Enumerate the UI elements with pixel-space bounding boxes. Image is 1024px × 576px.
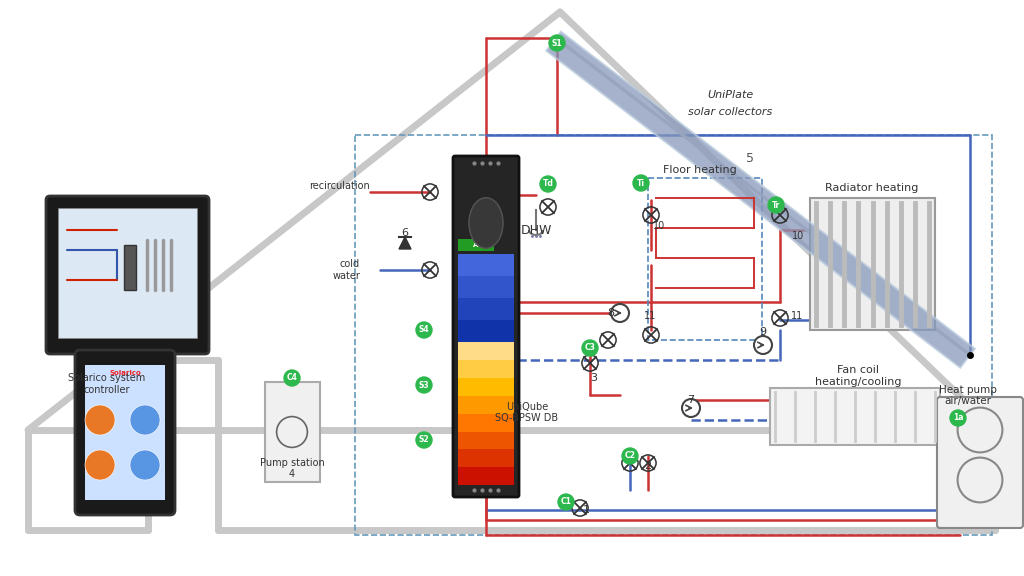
Circle shape — [682, 399, 700, 417]
Polygon shape — [546, 32, 975, 367]
Circle shape — [754, 336, 772, 354]
Bar — [648, 178, 762, 340]
Circle shape — [284, 370, 300, 386]
Text: recirculation: recirculation — [309, 181, 370, 191]
Text: 4: 4 — [289, 469, 295, 479]
Bar — [458, 276, 514, 298]
Text: 8: 8 — [607, 308, 614, 318]
Polygon shape — [399, 237, 411, 249]
Circle shape — [950, 410, 966, 426]
Text: S2: S2 — [419, 435, 429, 445]
Text: 10: 10 — [653, 221, 666, 231]
Text: 11: 11 — [644, 311, 656, 321]
Bar — [458, 396, 514, 414]
Text: S1: S1 — [552, 39, 562, 47]
FancyBboxPatch shape — [75, 350, 175, 515]
Bar — [458, 298, 514, 320]
Circle shape — [130, 450, 160, 480]
Text: C4: C4 — [287, 373, 297, 382]
Circle shape — [130, 405, 160, 435]
Bar — [458, 253, 514, 276]
Text: Td: Td — [543, 180, 553, 188]
Circle shape — [768, 197, 784, 213]
Text: Solarico system: Solarico system — [69, 373, 145, 383]
Text: Floor heating: Floor heating — [664, 165, 737, 175]
Text: cold
water: cold water — [332, 259, 360, 281]
Text: C1: C1 — [560, 498, 571, 506]
Text: air/water: air/water — [944, 396, 991, 406]
Circle shape — [540, 176, 556, 192]
Text: 9: 9 — [760, 327, 767, 337]
Text: heating/cooling: heating/cooling — [815, 377, 901, 387]
Circle shape — [85, 405, 115, 435]
Circle shape — [558, 494, 574, 510]
Circle shape — [622, 448, 638, 464]
Bar — [458, 378, 514, 396]
Text: 1a: 1a — [952, 414, 964, 423]
Bar — [458, 414, 514, 431]
Text: DHW: DHW — [520, 223, 552, 237]
Ellipse shape — [469, 198, 503, 248]
Text: Solarico: Solarico — [110, 370, 141, 376]
Circle shape — [549, 35, 565, 51]
Bar — [458, 342, 514, 360]
Bar — [355, 135, 992, 535]
Text: 6: 6 — [401, 228, 409, 238]
Circle shape — [611, 304, 629, 322]
Text: 5: 5 — [746, 151, 754, 165]
Text: 10: 10 — [792, 231, 804, 241]
Circle shape — [633, 175, 649, 191]
Text: 11: 11 — [791, 311, 803, 321]
Bar — [458, 238, 495, 251]
Bar — [458, 467, 514, 485]
Text: Radiator heating: Radiator heating — [825, 183, 919, 193]
Text: UniQube: UniQube — [506, 402, 548, 412]
Text: controller: controller — [84, 385, 130, 395]
Circle shape — [416, 377, 432, 393]
Text: Ti: Ti — [637, 179, 645, 188]
Bar — [265, 382, 319, 482]
Circle shape — [85, 450, 115, 480]
Bar — [458, 320, 514, 342]
Bar — [770, 388, 940, 445]
Bar — [58, 208, 197, 338]
Text: S4: S4 — [419, 325, 429, 335]
FancyBboxPatch shape — [46, 196, 209, 354]
Bar — [458, 431, 514, 449]
Bar — [85, 365, 165, 500]
Text: Pump station: Pump station — [260, 458, 325, 468]
Text: A: A — [473, 241, 478, 248]
Text: SQ-BPSW DB: SQ-BPSW DB — [496, 413, 558, 423]
Text: C2: C2 — [625, 452, 636, 460]
Bar — [458, 360, 514, 378]
Bar — [124, 245, 136, 290]
Text: Fan coil: Fan coil — [837, 365, 879, 375]
Bar — [458, 449, 514, 467]
Text: Tr: Tr — [772, 200, 780, 210]
Text: 1: 1 — [583, 505, 590, 515]
Text: UniPlate: UniPlate — [707, 90, 753, 100]
FancyBboxPatch shape — [937, 397, 1023, 528]
Text: solar collectors: solar collectors — [688, 107, 772, 117]
Text: Heat pump: Heat pump — [939, 385, 997, 395]
Circle shape — [416, 322, 432, 338]
FancyBboxPatch shape — [453, 156, 519, 497]
Text: S3: S3 — [419, 381, 429, 389]
Bar — [810, 198, 935, 330]
Circle shape — [582, 340, 598, 356]
Circle shape — [416, 432, 432, 448]
Text: 3: 3 — [591, 373, 597, 383]
Text: 7: 7 — [687, 395, 694, 405]
Text: C3: C3 — [585, 343, 595, 353]
Text: 2: 2 — [644, 461, 651, 471]
